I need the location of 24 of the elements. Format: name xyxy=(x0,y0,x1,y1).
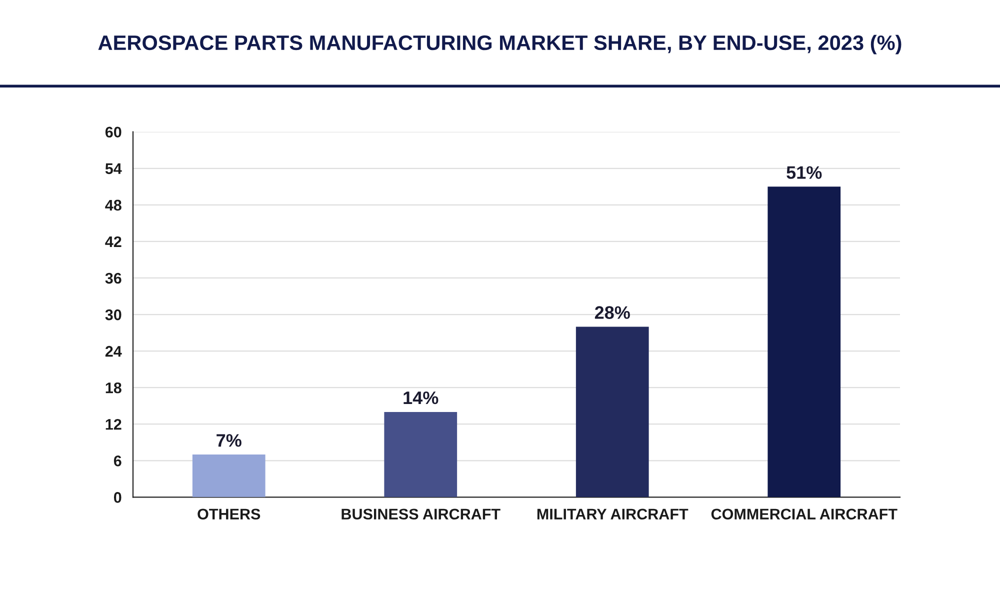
y-tick-label: 6 xyxy=(114,456,122,466)
y-tick-label: 0 xyxy=(114,492,122,503)
data-label: 14% xyxy=(404,391,438,404)
bar xyxy=(576,326,649,498)
x-tick-label: BUSINESS AIRCRAFT xyxy=(342,508,500,520)
y-tick-label: 30 xyxy=(105,309,122,320)
bar xyxy=(384,412,458,498)
y-tick-label: 36 xyxy=(105,272,122,284)
x-tick-label: OTHERS xyxy=(198,508,260,520)
y-tick-label: 18 xyxy=(106,382,122,394)
x-tick-label: COMMERCIAL AIRCRAFT xyxy=(711,508,898,520)
chart-title: AEROSPACE PARTS MANUFACTURING MARKET SHARE, BY END-USE, 2023 (%) xyxy=(98,34,902,54)
y-tick-label: 54 xyxy=(105,163,122,174)
data-label: 51% xyxy=(786,166,822,179)
x-tick-label: MILITARY AIRCRAFT xyxy=(537,508,688,520)
y-tick-label: 42 xyxy=(105,236,122,247)
data-label: 7% xyxy=(216,434,242,447)
y-tick-label: 12 xyxy=(106,418,122,430)
bar xyxy=(768,186,841,498)
y-tick-label: 24 xyxy=(105,346,122,357)
bar xyxy=(192,454,266,498)
y-tick-label: 48 xyxy=(105,200,122,211)
data-label: 28% xyxy=(594,306,630,319)
y-tick-label: 60 xyxy=(105,126,122,138)
